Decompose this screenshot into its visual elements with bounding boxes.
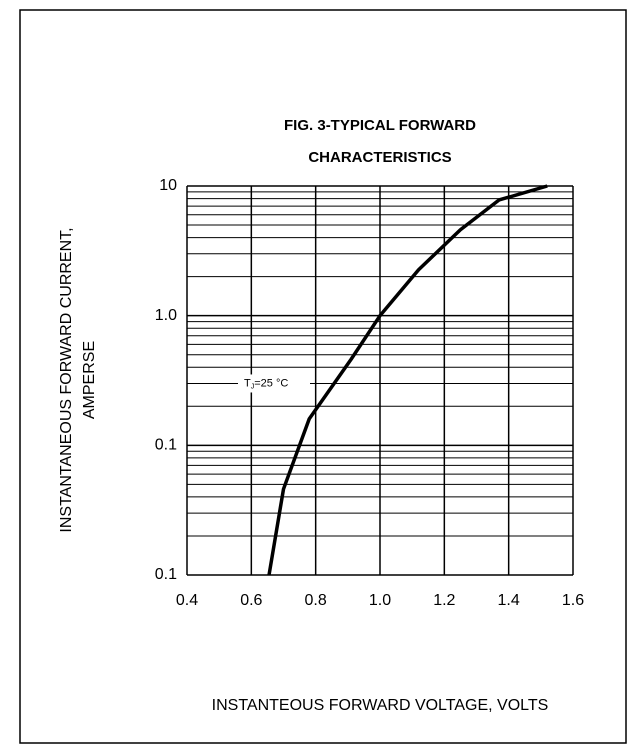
annotation-bg xyxy=(238,374,310,393)
chart-title: FIG. 3-TYPICAL FORWARD xyxy=(284,117,476,134)
annotation: TJ=25 °C xyxy=(244,377,288,390)
y-tick-label: 0.1 xyxy=(155,437,177,454)
x-tick-label: 1.6 xyxy=(562,592,584,609)
y-tick-label: 0.1 xyxy=(155,566,177,583)
y-axis-label: INSTANTANEOUS FORWARD CURRENT, xyxy=(58,227,75,532)
x-tick-label: 0.6 xyxy=(240,592,262,609)
x-tick-label: 1.0 xyxy=(369,592,391,609)
x-tick-label: 1.2 xyxy=(433,592,455,609)
annotation-part: T xyxy=(244,377,251,389)
y-tick-label: 10 xyxy=(159,177,177,194)
frame xyxy=(19,9,627,744)
y-tick-label: 1.0 xyxy=(155,307,177,324)
curve xyxy=(267,184,548,576)
x-tick-label: 0.4 xyxy=(176,592,198,609)
x-tick-label: 1.4 xyxy=(498,592,520,609)
annotation-part: =25 °C xyxy=(254,377,288,389)
annotation-part: J xyxy=(251,383,255,390)
x-axis-label: INSTANTEOUS FORWARD VOLTAGE, VOLTS xyxy=(212,697,549,714)
y-axis-label: AMPERSE xyxy=(81,341,98,419)
chart-title: CHARACTERISTICS xyxy=(308,149,451,166)
x-tick-label: 0.8 xyxy=(305,592,327,609)
